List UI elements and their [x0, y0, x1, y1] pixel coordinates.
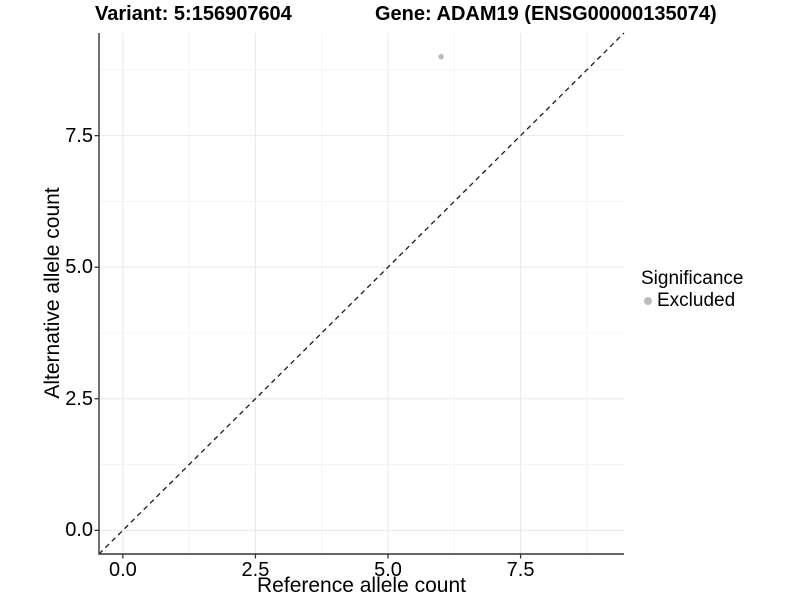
identity-reference-line: [98, 32, 625, 555]
legend: Significance Excluded: [641, 268, 743, 312]
plot-title-variant: Variant: 5:156907604: [95, 3, 292, 25]
legend-key-dot-icon: [644, 297, 652, 305]
x-tick-label: 2.5: [241, 559, 270, 581]
x-tick-label: 0.0: [108, 559, 137, 581]
y-tick-label: 7.5: [65, 124, 93, 147]
y-tick-label: 5.0: [65, 256, 93, 279]
x-tick-label: 5.0: [374, 559, 402, 581]
x-tick-label: 7.5: [506, 559, 535, 581]
y-axis-title: Alternative allele count: [41, 187, 64, 399]
x-axis-title: Reference allele count: [257, 574, 466, 597]
plot-title-gene: Gene: ADAM19 (ENSG00000135074): [375, 3, 717, 25]
legend-title: Significance: [641, 268, 744, 289]
data-point: [438, 53, 444, 60]
legend-item-label: Excluded: [657, 290, 736, 311]
y-tick-label: 0.0: [65, 519, 93, 542]
y-tick-label: 2.5: [65, 387, 93, 410]
legend-item-excluded: Excluded: [644, 290, 743, 312]
